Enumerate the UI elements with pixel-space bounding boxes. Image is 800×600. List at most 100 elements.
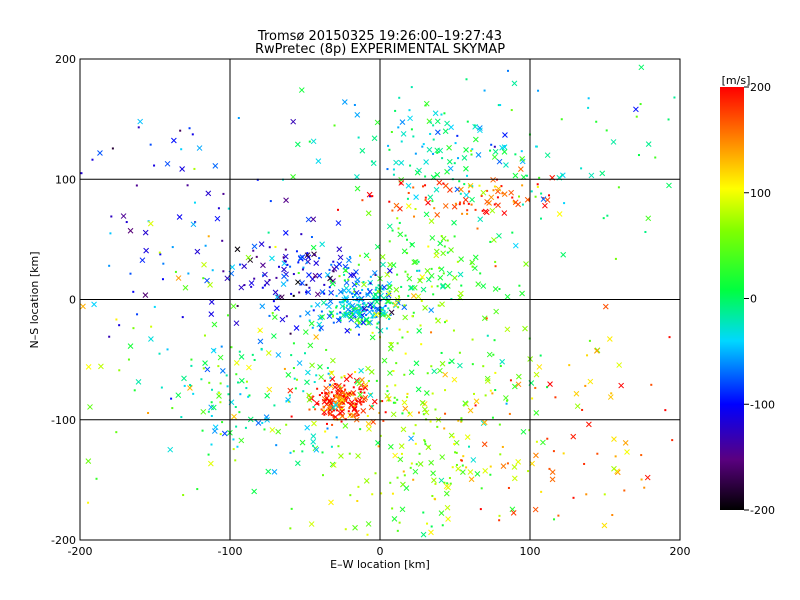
scatter-point-x — [314, 301, 321, 308]
scatter-point-dot — [337, 208, 340, 211]
scatter-point-dot — [408, 109, 411, 112]
scatter-point-x — [205, 190, 212, 197]
scatter-point-dot — [462, 202, 465, 205]
scatter-point-dot — [321, 451, 324, 454]
scatter-point-x — [326, 313, 333, 320]
scatter-point-dot — [377, 445, 380, 448]
scatter-point-x — [317, 364, 323, 370]
scatter-point-x — [319, 241, 326, 248]
scatter-point-x — [204, 366, 211, 373]
scatter-point-x — [139, 257, 146, 264]
scatter-point-dot — [273, 404, 276, 407]
scatter-point-x — [366, 426, 372, 432]
scatter-point-x — [408, 369, 415, 376]
scatter-point-x — [523, 261, 529, 267]
scatter-point-dot — [423, 439, 426, 442]
scatter-point-dot — [617, 186, 620, 189]
scatter-point-dot — [330, 445, 333, 448]
scatter-point-dot — [341, 400, 344, 403]
scatter-point-dot — [268, 314, 271, 317]
scatter-point-x — [504, 326, 511, 333]
scatter-point-dot — [528, 429, 531, 432]
scatter-point-dot — [283, 259, 286, 262]
scatter-point-dot — [190, 364, 193, 367]
scatter-point-dot — [489, 240, 492, 243]
scatter-point-x — [265, 468, 272, 475]
scatter-point-dot — [337, 402, 340, 405]
scatter-point-x — [624, 449, 630, 455]
scatter-point-x — [417, 461, 424, 467]
scatter-point-dot — [329, 376, 332, 379]
scatter-point-x — [397, 231, 404, 238]
scatter-point-dot — [132, 327, 135, 330]
scatter-point-dot — [387, 307, 390, 310]
scatter-point-dot — [295, 250, 298, 253]
scatter-point-x — [428, 272, 435, 279]
scatter-point-dot — [331, 423, 334, 426]
scatter-point-dot — [251, 353, 254, 356]
scatter-point-dot — [546, 437, 549, 440]
scatter-point-x — [438, 477, 445, 484]
scatter-point-x — [353, 309, 360, 315]
scatter-point-dot — [234, 405, 237, 408]
scatter-point-dot — [458, 351, 461, 354]
scatter-point-x — [444, 120, 450, 127]
scatter-point-x — [208, 311, 215, 317]
scatter-point-x — [532, 506, 539, 513]
scatter-point-dot — [508, 412, 511, 415]
scatter-point-x — [274, 305, 280, 312]
scatter-point-dot — [489, 149, 492, 152]
scatter-point-x — [306, 272, 312, 278]
scatter-point-x — [328, 499, 334, 506]
scatter-point-x — [390, 411, 397, 418]
scatter-point-dot — [305, 283, 308, 286]
scatter-point-dot — [388, 318, 391, 321]
scatter-point-x — [387, 267, 393, 274]
scatter-point-dot — [611, 514, 614, 517]
scatter-point-dot — [323, 379, 326, 382]
scatter-point-x — [377, 327, 384, 334]
scatter-point-dot — [292, 294, 295, 297]
scatter-point-x — [310, 244, 317, 251]
scatter-point-x — [367, 301, 374, 308]
scatter-point-dot — [369, 282, 372, 285]
scatter-point-dot — [234, 459, 237, 462]
scatter-point-dot — [384, 304, 387, 307]
scatter-point-dot — [293, 377, 296, 380]
scatter-point-dot — [328, 398, 331, 401]
scatter-point-x — [519, 290, 525, 297]
scatter-point-dot — [239, 393, 242, 396]
scatter-point-dot — [219, 433, 222, 436]
scatter-point-dot — [419, 324, 422, 327]
scatter-point-dot — [339, 311, 342, 314]
scatter-point-dot — [406, 273, 409, 276]
scatter-point-x — [457, 362, 463, 369]
scatter-point-dot — [363, 318, 366, 321]
scatter-point-x — [347, 373, 353, 379]
scatter-point-dot — [340, 376, 343, 379]
scatter-point-x — [512, 199, 519, 206]
scatter-point-dot — [391, 229, 394, 232]
scatter-point-dot — [332, 270, 335, 273]
scatter-point-dot — [468, 184, 471, 187]
scatter-point-x — [269, 255, 275, 262]
scatter-point-x — [281, 273, 287, 280]
scatter-point-x — [143, 247, 149, 254]
scatter-point-dot — [433, 207, 436, 210]
scatter-point-dot — [346, 301, 349, 304]
scatter-point-x — [477, 127, 483, 134]
scatter-point-dot — [283, 367, 286, 370]
scatter-point-x — [328, 370, 335, 376]
scatter-point-x — [356, 380, 363, 387]
scatter-point-dot — [190, 385, 193, 388]
scatter-point-dot — [354, 307, 357, 310]
scatter-point-dot — [289, 332, 292, 335]
scatter-point-x — [431, 477, 437, 484]
scatter-point-dot — [268, 279, 271, 282]
scatter-point-dot — [391, 492, 394, 495]
scatter-point-x — [164, 160, 171, 167]
scatter-point-x — [638, 64, 645, 71]
scatter-point-dot — [232, 448, 235, 451]
scatter-point-dot — [473, 124, 476, 127]
scatter-point-dot — [414, 152, 417, 155]
